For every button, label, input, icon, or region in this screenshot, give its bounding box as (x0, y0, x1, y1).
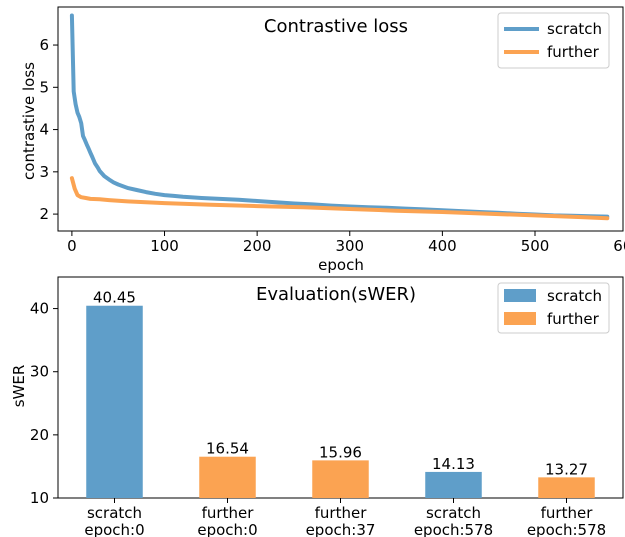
bar-value-label: 40.45 (93, 289, 136, 307)
legend-label-scratch: scratch (547, 287, 602, 305)
bar-further (312, 460, 369, 498)
bar-value-label: 13.27 (545, 460, 588, 478)
top-x-axis-label: epoch (318, 256, 364, 274)
contrastive-loss-chart: 2 3 4 5 6 0 100 200 300 400 500 600 Contrastive lo… (20, 6, 625, 274)
legend-label-further: further (547, 43, 600, 61)
bottom-y-ticks: 10 20 30 40 (30, 300, 58, 507)
bar-value-label: 16.54 (206, 440, 249, 458)
top-x-ticks: 0 100 200 300 400 500 600 (67, 231, 625, 255)
x-tick-label: 400 (428, 237, 457, 255)
bottom-y-axis-label: sWER (10, 365, 28, 408)
bottom-bars: 40.45 16.54 15.96 14.13 13.27 (86, 289, 595, 498)
x-tick-label-line1: further (202, 504, 255, 522)
bar-scratch (425, 471, 482, 498)
top-chart-title: Contrastive loss (264, 16, 408, 37)
bottom-x-tick-labels: scratchepoch:0furtherepoch:0furtherepoch… (84, 498, 606, 537)
bar-further (538, 477, 595, 498)
top-y-axis-label: contrastive loss (20, 62, 38, 180)
top-plot-frame (57, 6, 624, 232)
x-tick-label-line1: scratch (426, 504, 481, 522)
x-tick-label-line1: scratch (87, 504, 142, 522)
y-tick-label: 40 (30, 300, 49, 318)
series-line-further (69, 176, 610, 221)
top-y-ticks: 2 3 4 5 6 (39, 36, 58, 223)
bar-value-label: 15.96 (319, 443, 362, 461)
y-tick-label: 4 (39, 121, 49, 139)
top-legend: scratch further (497, 12, 610, 69)
x-tick-label-line1: further (541, 504, 594, 522)
x-tick-label-line2: epoch:0 (197, 521, 257, 537)
x-tick-label-line2: epoch:0 (84, 521, 144, 537)
x-tick-label-line2: epoch:578 (414, 521, 493, 537)
y-tick-label: 20 (30, 426, 49, 444)
x-tick-label: 500 (521, 237, 550, 255)
bar-further (199, 456, 256, 498)
x-tick-label: 100 (150, 237, 179, 255)
y-tick-label: 3 (39, 163, 49, 181)
x-tick-label-line2: epoch:37 (306, 521, 376, 537)
legend-swatch-scratch (504, 289, 536, 302)
x-tick-label: 0 (67, 237, 77, 255)
top-series-lines (69, 13, 610, 221)
y-tick-label: 6 (39, 36, 49, 54)
bottom-chart-title: Evaluation(sWER) (256, 284, 416, 305)
y-tick-label: 5 (39, 78, 49, 96)
y-tick-label: 2 (39, 205, 49, 223)
x-tick-label: 600 (613, 237, 625, 255)
top-legend-box (497, 12, 610, 69)
bar-scratch (86, 305, 143, 498)
bar-value-label: 14.13 (432, 455, 475, 473)
x-tick-label-line1: further (315, 504, 368, 522)
legend-label-further: further (547, 310, 600, 328)
legend-swatch-further (504, 312, 536, 325)
bottom-legend: scratch further (497, 282, 610, 334)
y-tick-label: 30 (30, 363, 49, 381)
swer-evaluation-chart: 10 20 30 40 40.45 16.54 15.96 14.13 13.27 scrat… (10, 276, 624, 537)
x-tick-label: 200 (243, 237, 272, 255)
legend-label-scratch: scratch (547, 20, 602, 38)
y-tick-label: 10 (30, 489, 49, 507)
x-tick-label: 300 (335, 237, 364, 255)
x-tick-label-line2: epoch:578 (527, 521, 606, 537)
